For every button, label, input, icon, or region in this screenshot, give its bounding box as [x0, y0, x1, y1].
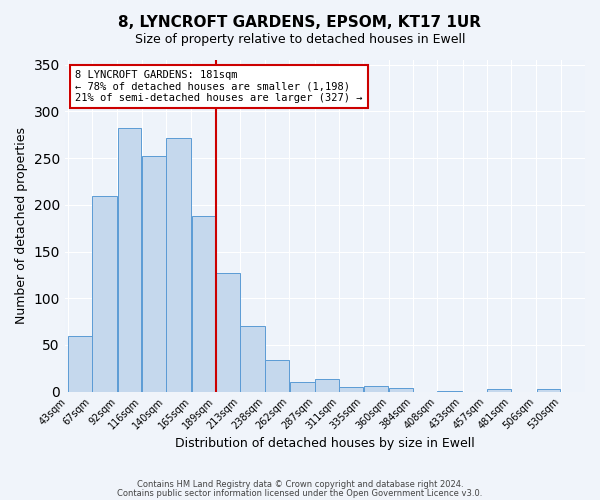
Y-axis label: Number of detached properties: Number of detached properties [15, 128, 28, 324]
Text: Size of property relative to detached houses in Ewell: Size of property relative to detached ho… [135, 32, 465, 46]
Bar [142, 156, 166, 392]
Bar [92, 196, 117, 392]
Bar [364, 386, 388, 392]
Bar [487, 389, 511, 392]
Bar [315, 378, 339, 392]
X-axis label: Distribution of detached houses by size in Ewell: Distribution of detached houses by size … [175, 437, 475, 450]
Bar [191, 216, 215, 392]
Bar [536, 389, 560, 392]
Text: Contains public sector information licensed under the Open Government Licence v3: Contains public sector information licen… [118, 488, 482, 498]
Bar [240, 326, 265, 392]
Bar [437, 390, 462, 392]
Bar [68, 336, 92, 392]
Bar [389, 388, 413, 392]
Text: 8, LYNCROFT GARDENS, EPSOM, KT17 1UR: 8, LYNCROFT GARDENS, EPSOM, KT17 1UR [119, 15, 482, 30]
Bar [290, 382, 314, 392]
Bar [265, 360, 289, 392]
Text: Contains HM Land Registry data © Crown copyright and database right 2024.: Contains HM Land Registry data © Crown c… [137, 480, 463, 489]
Bar [166, 138, 191, 392]
Bar [216, 273, 239, 392]
Bar [340, 387, 363, 392]
Bar [118, 128, 142, 392]
Text: 8 LYNCROFT GARDENS: 181sqm
← 78% of detached houses are smaller (1,198)
21% of s: 8 LYNCROFT GARDENS: 181sqm ← 78% of deta… [75, 70, 362, 103]
